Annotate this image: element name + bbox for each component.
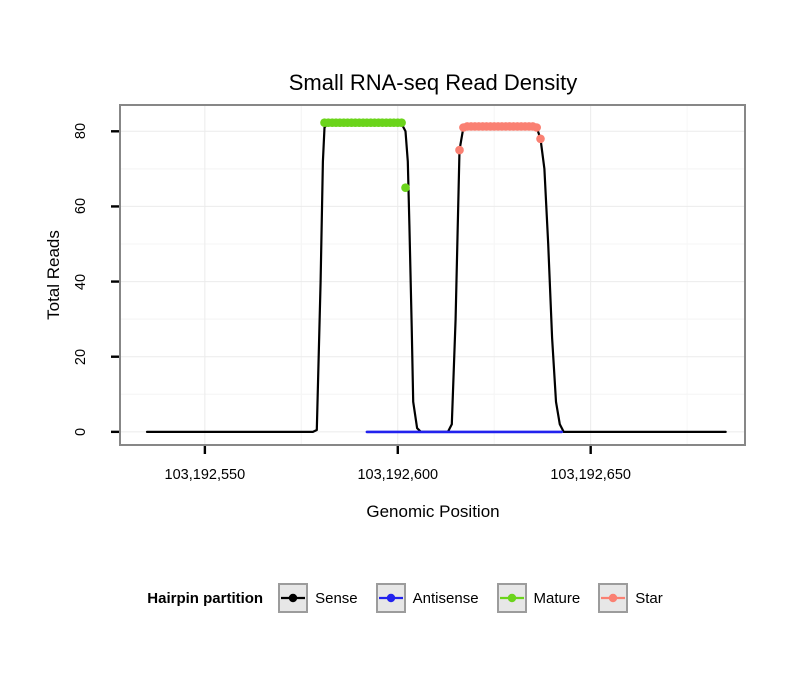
legend-item-star: Star: [598, 583, 663, 613]
panel-background: [120, 105, 745, 445]
point-star: [532, 123, 541, 132]
y-tick-label: 0: [73, 427, 89, 436]
legend-title: Hairpin partition: [147, 589, 264, 607]
legend-key-glyph-sense: [281, 593, 306, 603]
legend-key-glyph-star: [601, 593, 626, 603]
point-mature: [397, 118, 406, 127]
x-axis-label: Genomic Position: [366, 502, 500, 521]
y-tick-label: 20: [73, 348, 89, 365]
x-tick-label: 103,192,600: [357, 467, 439, 483]
point-star: [536, 134, 545, 144]
plot-area: [111, 104, 746, 454]
legend-item-mature: Mature: [496, 583, 581, 613]
legend-key-star: [598, 583, 629, 613]
legend-item-sense: Sense: [278, 583, 358, 613]
legend-key-glyph-mature: [499, 593, 524, 603]
legend-key-sense: [278, 583, 309, 613]
y-tick-label: 80: [73, 123, 89, 140]
chart-title: Small RNA-seq Read Density: [288, 70, 578, 95]
legend-label: Star: [635, 589, 663, 607]
legend-label: Sense: [315, 589, 358, 607]
x-tick-label: 103,192,550: [164, 467, 246, 483]
legend-label: Mature: [533, 589, 581, 607]
y-axis-label: Total Reads: [44, 230, 63, 320]
legend-key-antisense: [375, 583, 406, 613]
y-tick-label: 40: [73, 273, 89, 290]
x-tick-label: 103,192,650: [550, 467, 631, 483]
legend-item-antisense: Antisense: [375, 583, 479, 613]
legend-label: Antisense: [412, 589, 479, 607]
legend-key-glyph-antisense: [378, 593, 403, 603]
legend-key-mature: [496, 583, 527, 613]
legend: Hairpin partition Sense Antisense Mature St…: [0, 583, 810, 613]
point-mature: [401, 183, 410, 192]
legend-items: Sense Antisense Mature Star: [278, 583, 663, 613]
point-star: [455, 145, 464, 155]
y-tick-label: 60: [73, 198, 89, 215]
panel-border: [119, 104, 746, 446]
